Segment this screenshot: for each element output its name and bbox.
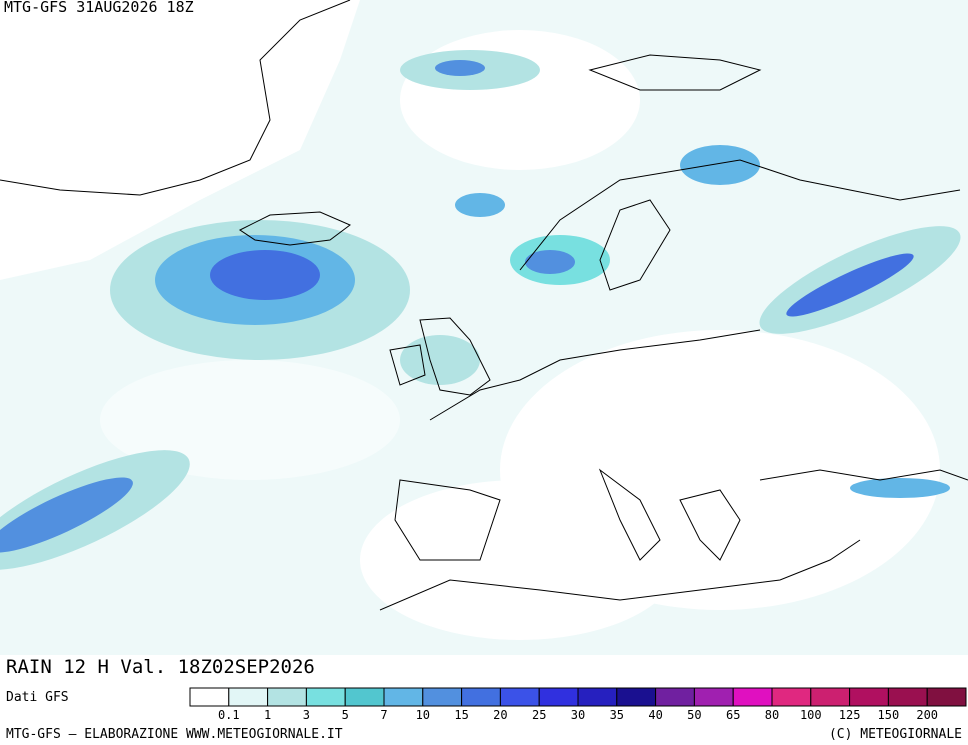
legend-label: 7	[380, 708, 387, 722]
legend-swatch	[344, 687, 385, 707]
legend-swatch	[655, 687, 695, 707]
legend-label: 0.1	[218, 708, 240, 722]
legend-label: 200	[916, 708, 938, 722]
legend-swatch	[577, 687, 618, 707]
legend-label: 10	[416, 708, 430, 722]
footer-left: MTG-GFS — ELABORAZIONE WWW.METEOGIORNALE…	[6, 727, 343, 742]
legend-label: 5	[342, 708, 349, 722]
legend-swatch	[771, 687, 812, 707]
legend-label: 35	[610, 708, 624, 722]
legend-swatch	[732, 687, 773, 707]
legend-swatch	[693, 687, 734, 707]
legend-source: Dati GFS	[6, 690, 69, 705]
header-title: MTG-GFS 31AUG2026 18Z	[4, 0, 194, 16]
coastlines	[0, 0, 968, 611]
legend-swatch	[616, 687, 657, 707]
legend-label: 30	[571, 708, 585, 722]
legend-label: 3	[303, 708, 310, 722]
legend-label: 15	[454, 708, 468, 722]
legend-label: 25	[532, 708, 546, 722]
map-caption: RAIN 12 H Val. 18Z02SEP2026	[6, 656, 315, 678]
legend-label: 50	[687, 708, 701, 722]
legend-label: 80	[765, 708, 779, 722]
legend-swatch	[810, 687, 851, 707]
legend-label: 40	[648, 708, 662, 722]
legend-swatch	[422, 687, 463, 707]
precip-field	[0, 0, 961, 640]
legend-swatch	[305, 687, 346, 707]
legend-swatch	[887, 687, 928, 707]
legend-swatch	[926, 687, 967, 707]
legend-label: 100	[800, 708, 822, 722]
legend-label: 20	[493, 708, 507, 722]
legend-swatch	[383, 687, 424, 707]
legend-swatch	[499, 687, 540, 707]
legend-swatch	[538, 687, 579, 707]
legend-label: 150	[878, 708, 900, 722]
legend: 0.1 1 3 5 7 10 15 20 25 30 35 40 50 65 80 100 125 150 200	[189, 687, 967, 722]
legend-swatch	[228, 687, 269, 707]
legend-swatch	[267, 687, 307, 707]
footer-right: (C) METEOGIORNALE	[829, 727, 962, 742]
legend-swatch	[189, 687, 230, 707]
legend-label: 125	[839, 708, 861, 722]
legend-swatch	[849, 687, 889, 707]
legend-label: 1	[264, 708, 271, 722]
map	[0, 0, 968, 655]
legend-label: 65	[726, 708, 740, 722]
legend-swatch	[461, 687, 501, 707]
